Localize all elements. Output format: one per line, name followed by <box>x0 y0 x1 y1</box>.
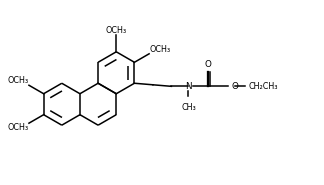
Text: OCH₃: OCH₃ <box>106 26 127 35</box>
Text: OCH₃: OCH₃ <box>8 76 29 85</box>
Text: CH₂CH₃: CH₂CH₃ <box>249 82 278 91</box>
Text: O: O <box>205 60 212 69</box>
Text: CH₃: CH₃ <box>181 103 196 112</box>
Text: OCH₃: OCH₃ <box>8 123 29 132</box>
Text: OCH₃: OCH₃ <box>149 45 170 54</box>
Text: N: N <box>185 82 191 91</box>
Text: O: O <box>232 82 238 91</box>
